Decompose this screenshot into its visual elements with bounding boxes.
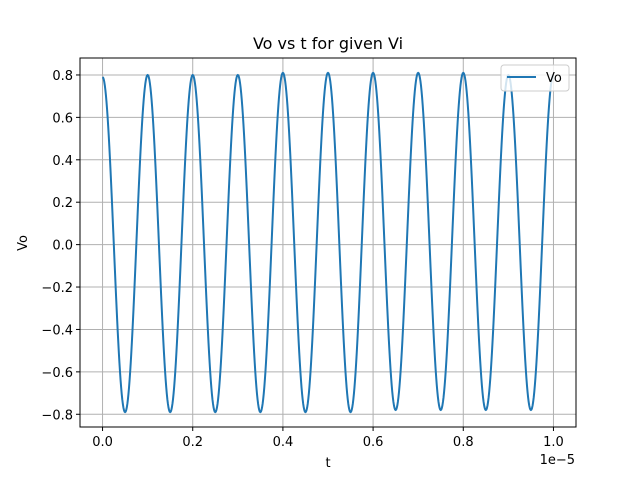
x-tick-label: 0.8 — [453, 435, 474, 450]
y-tick-label: 0.4 — [52, 154, 73, 169]
y-tick-label: −0.4 — [41, 323, 73, 338]
x-axis: 0.0 0.2 0.4 0.6 0.8 1.0 — [92, 427, 564, 450]
y-tick-label: 0.0 — [52, 239, 73, 254]
x-tick-label: 0.2 — [182, 435, 203, 450]
y-tick-label: −0.6 — [41, 366, 73, 381]
x-tick-label: 0.4 — [273, 435, 294, 450]
y-tick-label: −0.2 — [41, 281, 73, 296]
x-tick-label: 0.6 — [363, 435, 384, 450]
legend-label-vo: Vo — [546, 71, 562, 86]
x-tick-label: 1.0 — [543, 435, 564, 450]
y-tick-label: 0.2 — [52, 196, 73, 211]
chart-title: Vo vs t for given Vi — [253, 34, 403, 53]
y-axis: −0.8 −0.6 −0.4 −0.2 0.0 0.2 0.4 0.6 0.8 — [41, 69, 80, 423]
y-tick-label: 0.8 — [52, 69, 73, 84]
legend: Vo — [500, 64, 570, 92]
series-layer — [101, 71, 555, 414]
series-line-vo — [101, 71, 555, 414]
x-offset-label: 1e−5 — [540, 453, 575, 468]
y-tick-label: 0.6 — [52, 111, 73, 126]
x-axis-label: t — [325, 456, 330, 471]
x-tick-label: 0.0 — [92, 435, 113, 450]
y-axis-label: Vo — [16, 235, 31, 251]
y-tick-label: −0.8 — [41, 408, 73, 423]
plot-frame — [79, 57, 577, 428]
